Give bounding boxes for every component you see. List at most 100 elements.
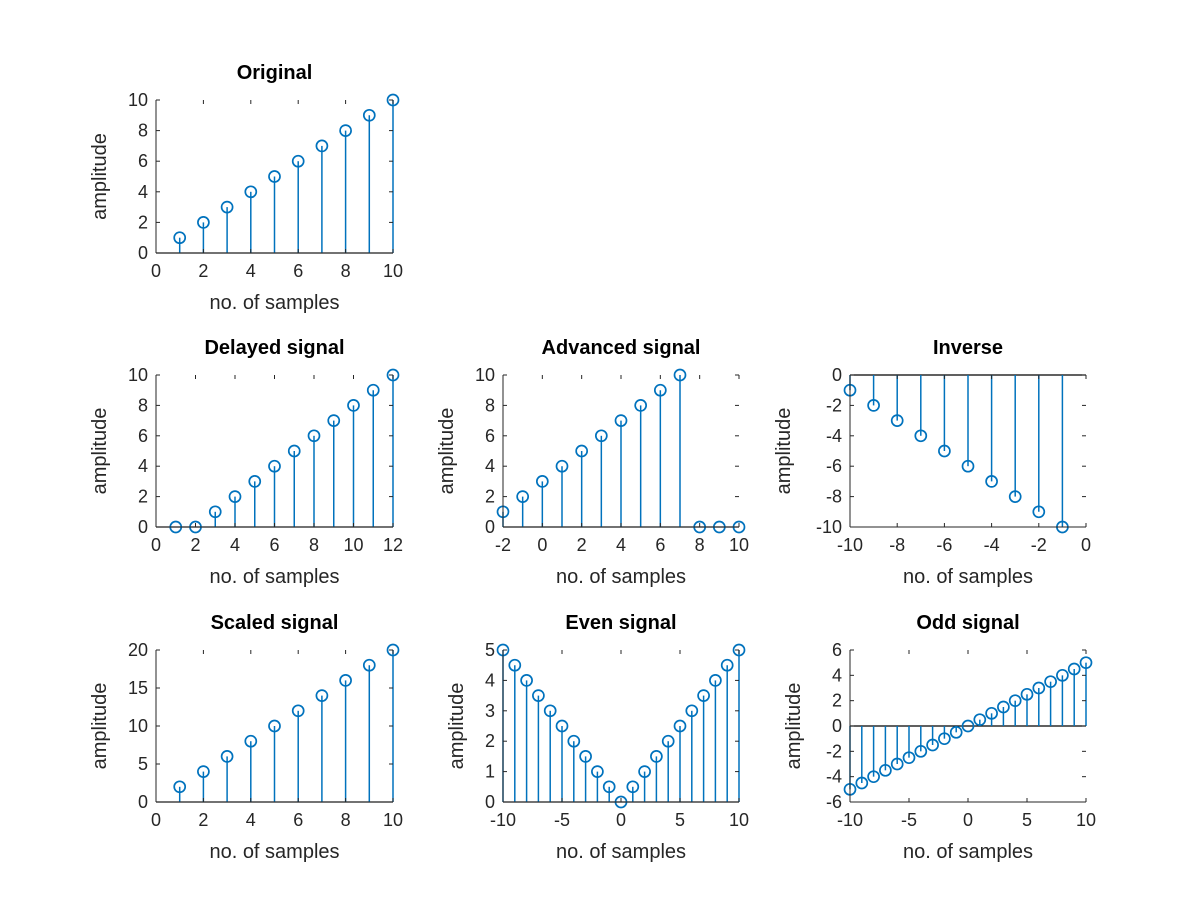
stem-marker — [327, 414, 341, 427]
y-tick-label: 10 — [128, 716, 148, 736]
stem-marker — [867, 770, 880, 784]
x-tick-label: 0 — [151, 535, 161, 555]
stem-marker — [938, 444, 951, 458]
stem-marker — [567, 734, 581, 748]
y-axis-label: amplitude — [773, 408, 795, 495]
subplot-2: 0 2 4 6 8 10 12 0 2 4 6 8 10 Delayed signal no. of sam… — [89, 337, 403, 588]
stem-marker — [961, 719, 975, 733]
y-tick-label: 1 — [485, 762, 495, 782]
stem-marker — [720, 658, 734, 672]
y-tick-label: 10 — [128, 90, 148, 110]
y-axis-label: amplitude — [436, 408, 458, 495]
y-tick-label: 8 — [485, 395, 495, 415]
y-tick-label: 0 — [485, 517, 495, 537]
y-tick-label: -6 — [826, 456, 842, 476]
x-tick-label: 5 — [1022, 810, 1032, 830]
x-tick-label: 12 — [383, 535, 403, 555]
stem-marker — [362, 658, 376, 672]
x-tick-label: 10 — [1076, 810, 1096, 830]
stem-marker — [961, 459, 975, 473]
x-tick-label: 10 — [729, 810, 749, 830]
stem-marker — [197, 216, 210, 229]
y-tick-label: -4 — [826, 767, 842, 787]
stem-marker — [997, 700, 1010, 714]
stem-marker — [634, 399, 648, 412]
y-tick-label: 0 — [138, 792, 148, 812]
x-tick-label: 8 — [695, 535, 705, 555]
x-tick-label: 10 — [343, 535, 363, 555]
stem-marker — [339, 674, 352, 687]
y-tick-label: 2 — [138, 212, 148, 232]
stem-marker — [315, 139, 329, 153]
stem-marker — [248, 475, 262, 488]
y-tick-label: 2 — [138, 487, 148, 507]
y-tick-label: -2 — [826, 395, 842, 415]
x-tick-label: -2 — [1031, 535, 1047, 555]
y-tick-label: 8 — [138, 395, 148, 415]
y-tick-label: 0 — [485, 792, 495, 812]
y-tick-label: 6 — [485, 426, 495, 446]
x-tick-label: 0 — [616, 810, 626, 830]
x-axis-label: no. of samples — [556, 566, 686, 588]
x-tick-label: 2 — [198, 261, 208, 281]
y-tick-label: 5 — [138, 754, 148, 774]
y-tick-label: 8 — [138, 121, 148, 141]
y-tick-label: -2 — [826, 741, 842, 761]
stem-marker — [1079, 656, 1093, 670]
stem-marker — [867, 399, 880, 412]
stem-marker — [673, 368, 687, 382]
x-axis-label: no. of samples — [903, 841, 1033, 863]
stem-marker — [879, 763, 892, 777]
stem-marker — [197, 765, 210, 778]
stem-marker — [532, 689, 545, 702]
stem-marker — [890, 757, 904, 771]
stem-marker — [1008, 490, 1022, 503]
stem-marker — [1067, 662, 1081, 676]
x-tick-label: 10 — [383, 810, 403, 830]
x-tick-label: 8 — [341, 810, 351, 830]
stem-marker — [362, 108, 376, 122]
stem-marker — [914, 744, 928, 758]
y-tick-label: 0 — [138, 243, 148, 263]
y-tick-label: 5 — [485, 640, 495, 660]
stem-marker — [386, 643, 400, 657]
y-tick-label: 4 — [485, 456, 495, 476]
x-tick-label: 2 — [198, 810, 208, 830]
x-tick-label: 8 — [341, 261, 351, 281]
y-tick-label: 6 — [832, 640, 842, 660]
stem-marker — [268, 719, 281, 733]
subplot-title: Advanced signal — [542, 337, 701, 359]
y-tick-label: 4 — [485, 670, 495, 690]
stem-marker — [291, 154, 305, 168]
stem-marker — [347, 399, 360, 412]
stem-marker — [1020, 687, 1034, 701]
x-tick-label: -2 — [495, 535, 511, 555]
x-tick-label: 4 — [616, 535, 626, 555]
x-tick-label: -10 — [837, 810, 863, 830]
subplot-6: -10 -5 0 5 10 0 1 2 3 4 5 Even signal no. of samples… — [446, 612, 749, 863]
stem-marker — [315, 689, 329, 702]
x-tick-label: -8 — [889, 535, 905, 555]
stem-marker — [949, 725, 963, 739]
x-tick-label: 2 — [190, 535, 200, 555]
stem-marker — [220, 750, 234, 763]
stem-marker — [291, 704, 305, 718]
subplot-title: Inverse — [933, 337, 1003, 359]
stem-marker — [1032, 681, 1046, 695]
y-axis-label: amplitude — [783, 683, 805, 770]
y-tick-label: 4 — [138, 456, 148, 476]
x-tick-label: 8 — [309, 535, 319, 555]
stem-marker — [650, 750, 663, 763]
stem-marker — [220, 200, 234, 214]
x-axis-label: no. of samples — [556, 841, 686, 863]
subplot-1: 0 2 4 6 8 10 0 2 4 6 8 10 Original no. of samples ampl… — [89, 62, 403, 314]
stem-marker — [855, 776, 869, 790]
x-tick-label: -4 — [984, 535, 1000, 555]
y-tick-label: 10 — [475, 365, 495, 385]
stem-marker — [555, 459, 569, 473]
stem-marker — [1008, 694, 1022, 708]
stem-marker — [591, 765, 604, 778]
stem-marker — [307, 429, 321, 443]
x-tick-label: -5 — [901, 810, 917, 830]
subplot-title: Delayed signal — [204, 337, 344, 359]
